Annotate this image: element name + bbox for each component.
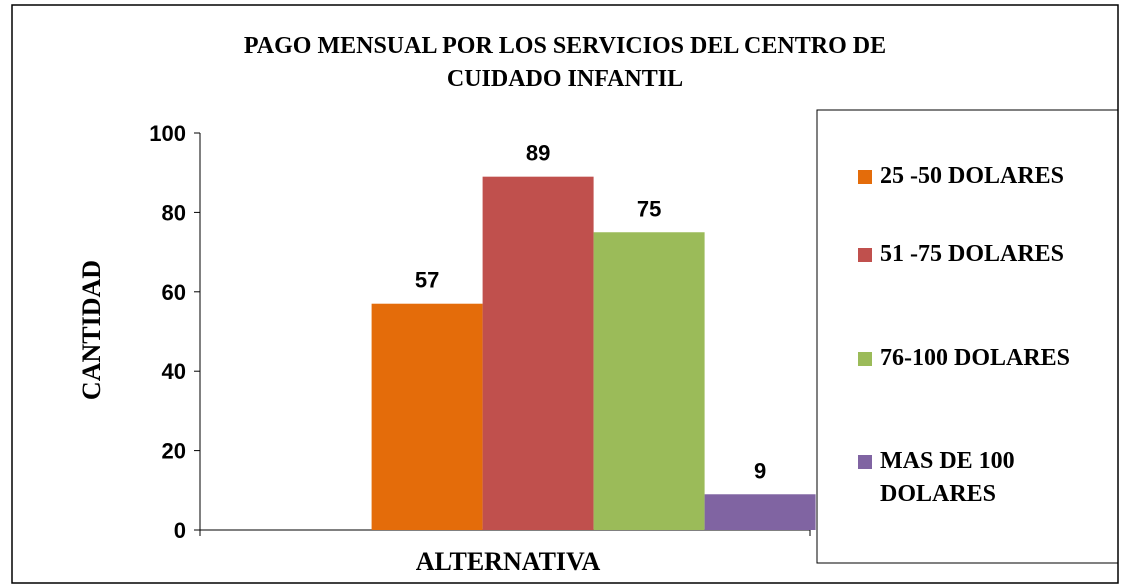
y-tick-label: 80 bbox=[162, 200, 186, 225]
legend-swatch bbox=[858, 248, 872, 262]
legend-entry: MAS DE 100 DOLARES bbox=[880, 448, 1015, 507]
legend-entry: 25 -50 DOLARES bbox=[880, 163, 1065, 189]
bar bbox=[371, 303, 483, 530]
y-tick-label: 0 bbox=[174, 518, 186, 543]
legend-entry: 51 -75 DOLARES bbox=[880, 241, 1065, 267]
y-tick-label: 100 bbox=[149, 121, 186, 146]
legend-swatch bbox=[858, 352, 872, 366]
chart-title: PAGO MENSUAL POR LOS SERVICIOS DEL CENTR… bbox=[243, 33, 887, 92]
bar bbox=[704, 494, 816, 530]
legend-swatch bbox=[858, 170, 872, 184]
legend-box bbox=[816, 109, 1119, 564]
y-tick-label: 40 bbox=[162, 359, 186, 384]
legend-entry: 76-100 DOLARES bbox=[880, 345, 1071, 371]
legend-swatch bbox=[858, 455, 872, 469]
data-label: 89 bbox=[526, 141, 550, 166]
data-label: 9 bbox=[754, 458, 766, 483]
y-axis-label: CANTIDAD bbox=[77, 260, 106, 400]
bar bbox=[482, 176, 594, 531]
y-tick-label: 20 bbox=[162, 439, 186, 464]
data-label: 75 bbox=[637, 196, 661, 221]
y-tick-label: 60 bbox=[162, 280, 186, 305]
bar bbox=[593, 232, 705, 530]
x-axis-label: ALTERNATIVA bbox=[416, 547, 601, 576]
data-label: 57 bbox=[415, 268, 439, 293]
